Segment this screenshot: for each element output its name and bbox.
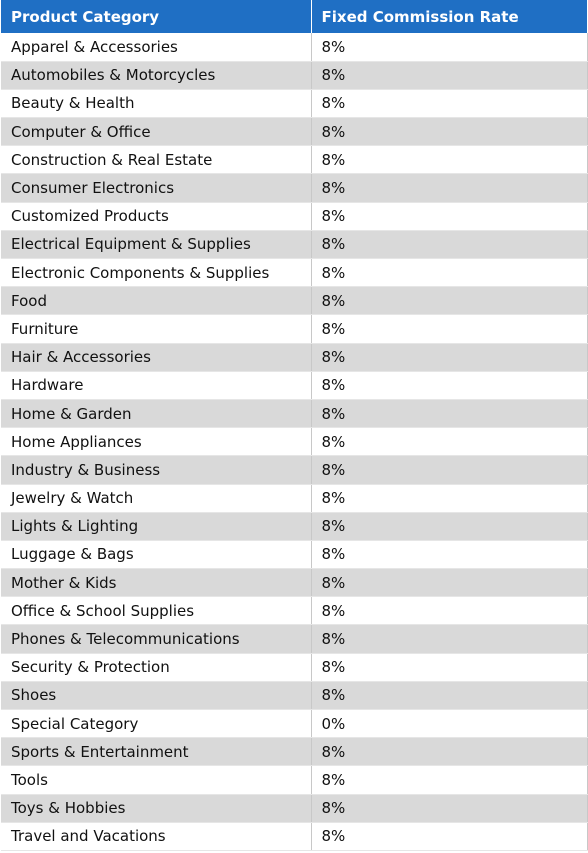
- rate-cell: 8%: [311, 794, 588, 823]
- table-row: Furniture 8%: [1, 314, 588, 344]
- category-cell: Computer & Office: [1, 117, 312, 147]
- category-cell: Security & Protection: [1, 653, 312, 682]
- table-row: Apparel & Accessories 8%: [1, 33, 588, 62]
- category-cell: Apparel & Accessories: [1, 33, 312, 62]
- rate-cell: 8%: [311, 286, 588, 316]
- table-row: Electronic Components & Supplies 8%: [1, 258, 588, 288]
- table-row: Mother & Kids 8%: [1, 568, 588, 598]
- table-row: Toys & Hobbies 8%: [1, 794, 588, 823]
- rate-cell: 8%: [311, 427, 588, 457]
- rate-cell: 8%: [311, 540, 588, 570]
- table-row: Home & Garden 8%: [1, 399, 588, 429]
- rate-cell: 8%: [311, 173, 588, 203]
- category-cell: Home & Garden: [1, 399, 312, 429]
- rate-cell: 8%: [311, 117, 588, 147]
- rate-cell: 8%: [311, 371, 588, 400]
- category-cell: Phones & Telecommunications: [1, 624, 312, 654]
- rate-cell: 8%: [311, 681, 588, 711]
- category-cell: Hair & Accessories: [1, 343, 312, 372]
- category-cell: Jewelry & Watch: [1, 484, 312, 513]
- category-cell: Shoes: [1, 681, 312, 711]
- table-row: Shoes 8%: [1, 681, 588, 711]
- table-header: Product Category Fixed Commission Rate: [1, 0, 588, 33]
- category-cell: Tools: [1, 765, 312, 795]
- rate-cell: 0%: [311, 709, 588, 739]
- header-cell: Fixed Commission Rate: [311, 0, 588, 33]
- table-row: Computer & Office 8%: [1, 117, 588, 147]
- table-row: Office & School Supplies 8%: [1, 596, 588, 626]
- category-cell: Beauty & Health: [1, 89, 312, 119]
- table-row: Lights & Lighting 8%: [1, 512, 588, 541]
- category-cell: Electronic Components & Supplies: [1, 258, 312, 288]
- rate-cell: 8%: [311, 484, 588, 513]
- table-body: Apparel & Accessories 8% Automobiles & Mot…: [1, 33, 588, 851]
- category-cell: Luggage & Bags: [1, 540, 312, 570]
- table-row: Hardware 8%: [1, 371, 588, 400]
- rate-cell: 8%: [311, 822, 588, 851]
- category-cell: Sports & Entertainment: [1, 737, 312, 767]
- rate-cell: 8%: [311, 765, 588, 795]
- table-row: Luggage & Bags 8%: [1, 540, 588, 570]
- rate-cell: 8%: [311, 314, 588, 344]
- category-cell: Customized Products: [1, 202, 312, 231]
- header-cell: Product Category: [1, 0, 312, 33]
- category-cell: Travel and Vacations: [1, 822, 312, 851]
- category-cell: Electrical Equipment & Supplies: [1, 230, 312, 260]
- category-cell: Automobiles & Motorcycles: [1, 61, 312, 90]
- table-row: Industry & Business 8%: [1, 455, 588, 485]
- table-row: Construction & Real Estate 8%: [1, 145, 588, 175]
- category-cell: Home Appliances: [1, 427, 312, 457]
- rate-cell: 8%: [311, 624, 588, 654]
- category-cell: Mother & Kids: [1, 568, 312, 598]
- category-cell: Special Category: [1, 709, 312, 739]
- rate-cell: 8%: [311, 343, 588, 372]
- rate-cell: 8%: [311, 61, 588, 90]
- table-row: Hair & Accessories 8%: [1, 343, 588, 372]
- rate-cell: 8%: [311, 596, 588, 626]
- table-row: Beauty & Health 8%: [1, 89, 588, 119]
- header-row: Product Category Fixed Commission Rate: [1, 0, 588, 33]
- table-row: Home Appliances 8%: [1, 427, 588, 457]
- rate-cell: 8%: [311, 399, 588, 429]
- table-row: Customized Products 8%: [1, 202, 588, 231]
- rate-cell: 8%: [311, 455, 588, 485]
- category-cell: Hardware: [1, 371, 312, 400]
- table-row: Jewelry & Watch 8%: [1, 484, 588, 513]
- table-row: Special Category 0%: [1, 709, 588, 739]
- table-row: Travel and Vacations 8%: [1, 822, 588, 851]
- table-row: Phones & Telecommunications 8%: [1, 624, 588, 654]
- table-row: Sports & Entertainment 8%: [1, 737, 588, 767]
- rate-cell: 8%: [311, 737, 588, 767]
- rate-cell: 8%: [311, 89, 588, 119]
- table-row: Food 8%: [1, 286, 588, 316]
- category-cell: Construction & Real Estate: [1, 145, 312, 175]
- table-row: Consumer Electronics 8%: [1, 173, 588, 203]
- category-cell: Toys & Hobbies: [1, 794, 312, 823]
- rate-cell: 8%: [311, 202, 588, 231]
- rate-cell: 8%: [311, 145, 588, 175]
- category-cell: Furniture: [1, 314, 312, 344]
- table-row: Automobiles & Motorcycles 8%: [1, 61, 588, 90]
- category-cell: Industry & Business: [1, 455, 312, 485]
- category-cell: Consumer Electronics: [1, 173, 312, 203]
- category-cell: Food: [1, 286, 312, 316]
- rate-cell: 8%: [311, 568, 588, 598]
- table-row: Tools 8%: [1, 765, 588, 795]
- category-cell: Office & School Supplies: [1, 596, 312, 626]
- rate-cell: 8%: [311, 258, 588, 288]
- rate-cell: 8%: [311, 230, 588, 260]
- rate-cell: 8%: [311, 653, 588, 682]
- table-row: Security & Protection 8%: [1, 653, 588, 682]
- rate-cell: 8%: [311, 512, 588, 541]
- rate-cell: 8%: [311, 33, 588, 62]
- category-cell: Lights & Lighting: [1, 512, 312, 541]
- table-row: Electrical Equipment & Supplies 8%: [1, 230, 588, 260]
